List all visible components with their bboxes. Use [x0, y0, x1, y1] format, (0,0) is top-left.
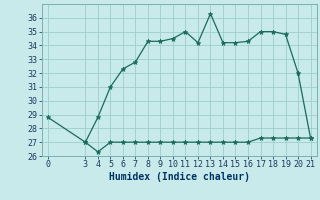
X-axis label: Humidex (Indice chaleur): Humidex (Indice chaleur): [109, 172, 250, 182]
